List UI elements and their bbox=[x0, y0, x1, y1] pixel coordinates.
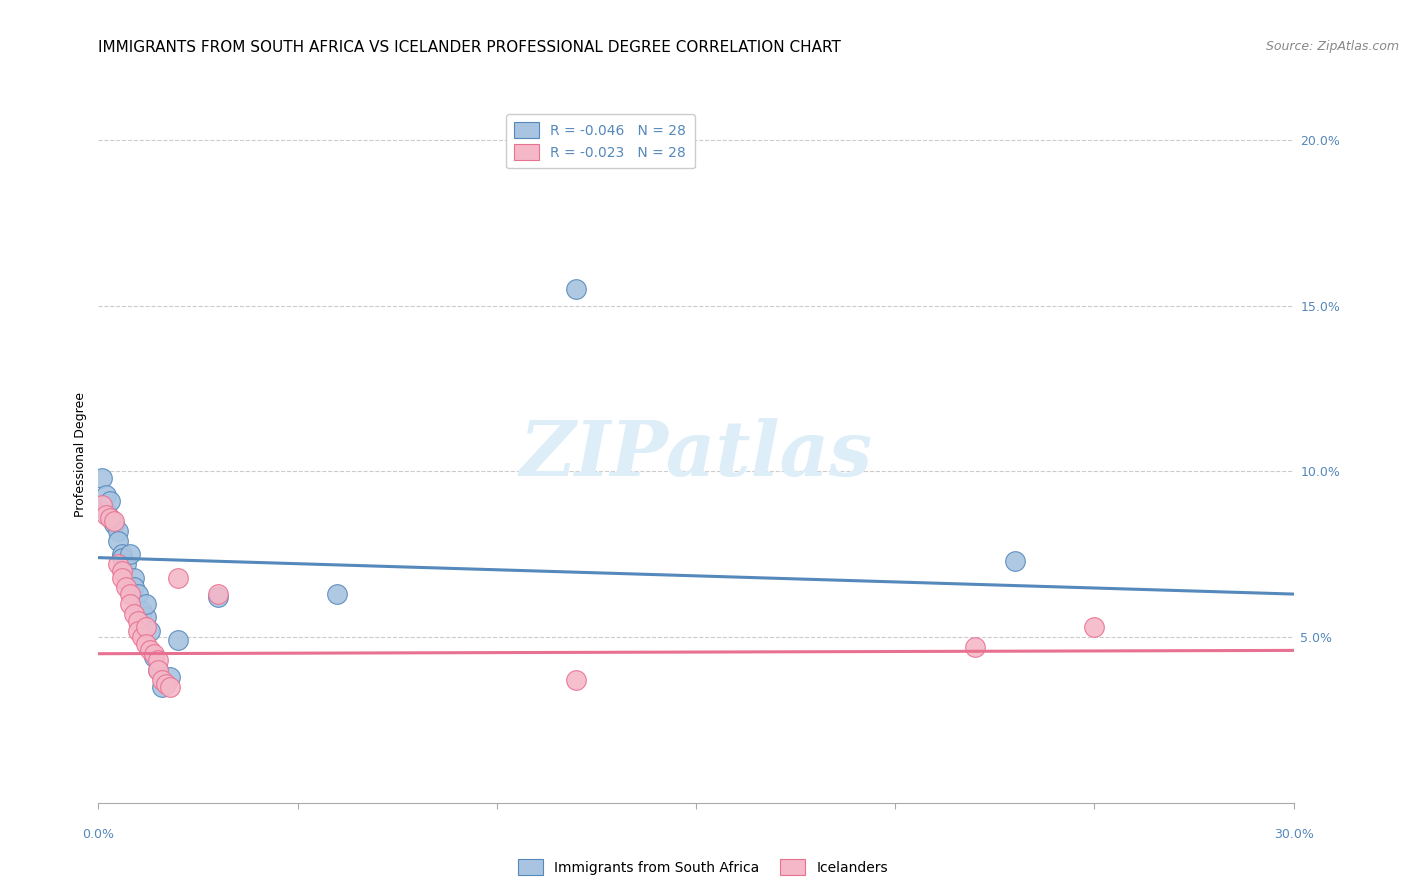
Y-axis label: Professional Degree: Professional Degree bbox=[75, 392, 87, 517]
Point bbox=[207, 591, 229, 605]
Text: 30.0%: 30.0% bbox=[1274, 828, 1313, 840]
Point bbox=[127, 614, 149, 628]
Point bbox=[127, 624, 149, 638]
Point bbox=[103, 517, 125, 532]
Point bbox=[1083, 620, 1105, 634]
Point bbox=[98, 494, 122, 508]
Point bbox=[120, 587, 142, 601]
Point bbox=[135, 637, 157, 651]
Point bbox=[96, 488, 118, 502]
Point bbox=[120, 597, 142, 611]
Text: ZIPatlas: ZIPatlas bbox=[519, 418, 873, 491]
Point bbox=[107, 558, 129, 572]
Point bbox=[91, 471, 114, 485]
Point bbox=[148, 663, 170, 677]
Point bbox=[96, 508, 118, 522]
Point bbox=[120, 547, 142, 561]
Point bbox=[131, 604, 153, 618]
Point bbox=[139, 624, 162, 638]
Point bbox=[135, 620, 157, 634]
Point bbox=[155, 676, 177, 690]
Text: Source: ZipAtlas.com: Source: ZipAtlas.com bbox=[1265, 40, 1399, 54]
Point bbox=[124, 607, 146, 621]
Point bbox=[143, 650, 166, 665]
Point bbox=[135, 610, 157, 624]
Point bbox=[98, 511, 122, 525]
Point bbox=[207, 587, 229, 601]
Point bbox=[124, 570, 146, 584]
Point bbox=[107, 534, 129, 549]
Point bbox=[963, 640, 986, 654]
Point bbox=[98, 511, 122, 525]
Legend: Immigrants from South Africa, Icelanders: Immigrants from South Africa, Icelanders bbox=[512, 854, 894, 880]
Point bbox=[159, 680, 181, 694]
Point bbox=[159, 670, 181, 684]
Point bbox=[148, 653, 170, 667]
Point bbox=[111, 570, 134, 584]
Point bbox=[139, 643, 162, 657]
Point bbox=[103, 514, 125, 528]
Point bbox=[167, 570, 190, 584]
Point bbox=[107, 524, 129, 538]
Point bbox=[115, 581, 138, 595]
Point bbox=[111, 564, 134, 578]
Point bbox=[326, 587, 349, 601]
Point bbox=[111, 547, 134, 561]
Legend: R = -0.046   N = 28, R = -0.023   N = 28: R = -0.046 N = 28, R = -0.023 N = 28 bbox=[506, 114, 695, 169]
Point bbox=[565, 282, 588, 296]
Point bbox=[124, 581, 146, 595]
Point bbox=[1004, 554, 1026, 568]
Point bbox=[565, 673, 588, 688]
Point bbox=[131, 630, 153, 644]
Point bbox=[111, 550, 134, 565]
Point bbox=[143, 647, 166, 661]
Point bbox=[167, 633, 190, 648]
Text: 0.0%: 0.0% bbox=[83, 828, 114, 840]
Point bbox=[150, 680, 173, 694]
Point bbox=[96, 504, 118, 518]
Point bbox=[148, 663, 170, 677]
Point bbox=[91, 498, 114, 512]
Point bbox=[127, 587, 149, 601]
Text: IMMIGRANTS FROM SOUTH AFRICA VS ICELANDER PROFESSIONAL DEGREE CORRELATION CHART: IMMIGRANTS FROM SOUTH AFRICA VS ICELANDE… bbox=[98, 40, 841, 55]
Point bbox=[115, 558, 138, 572]
Point bbox=[135, 597, 157, 611]
Point bbox=[150, 673, 173, 688]
